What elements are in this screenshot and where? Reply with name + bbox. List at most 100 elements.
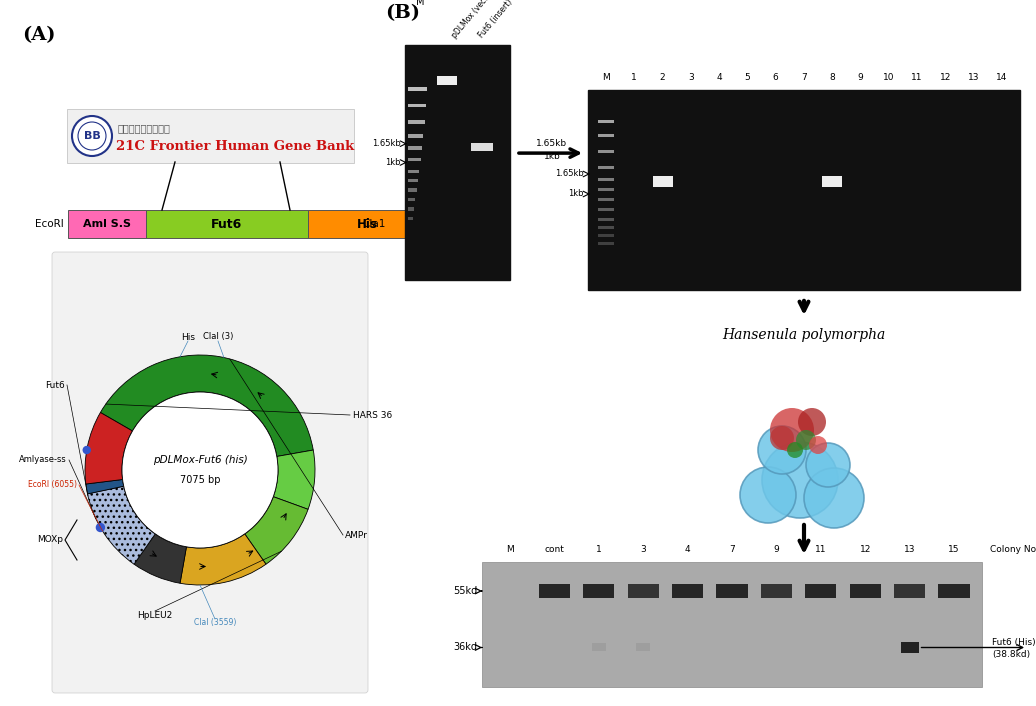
Circle shape <box>804 468 864 528</box>
Circle shape <box>758 426 806 474</box>
Text: 1kb: 1kb <box>569 189 584 198</box>
Text: 4: 4 <box>685 545 690 554</box>
Text: 9: 9 <box>858 73 863 82</box>
Text: EcoRI: EcoRI <box>35 219 64 229</box>
Circle shape <box>78 122 106 150</box>
Text: (B): (B) <box>385 4 420 22</box>
FancyBboxPatch shape <box>823 176 842 187</box>
Text: 13: 13 <box>968 73 979 82</box>
Circle shape <box>71 116 112 156</box>
FancyBboxPatch shape <box>471 143 493 151</box>
FancyBboxPatch shape <box>598 198 614 201</box>
Text: Aml S.S: Aml S.S <box>83 219 131 229</box>
Circle shape <box>787 442 803 458</box>
FancyBboxPatch shape <box>408 120 425 124</box>
Text: 7: 7 <box>801 73 807 82</box>
FancyBboxPatch shape <box>598 188 614 191</box>
Text: pDLMox (vector): pDLMox (vector) <box>450 0 497 40</box>
Circle shape <box>83 446 90 453</box>
Circle shape <box>96 524 105 532</box>
Text: 55kd: 55kd <box>453 586 477 596</box>
Text: Cla1: Cla1 <box>362 219 385 229</box>
Text: M: M <box>415 0 425 7</box>
FancyBboxPatch shape <box>900 642 919 653</box>
Wedge shape <box>85 412 133 484</box>
FancyBboxPatch shape <box>408 146 422 150</box>
FancyBboxPatch shape <box>437 76 457 85</box>
Circle shape <box>122 392 278 548</box>
Text: AMPr: AMPr <box>345 530 368 539</box>
FancyBboxPatch shape <box>598 234 614 237</box>
Circle shape <box>796 430 816 450</box>
FancyBboxPatch shape <box>598 178 614 181</box>
Text: Fut6: Fut6 <box>46 381 65 390</box>
Wedge shape <box>134 534 186 583</box>
Text: 11: 11 <box>815 545 827 554</box>
Wedge shape <box>87 486 155 564</box>
Circle shape <box>770 408 814 452</box>
Text: 15: 15 <box>948 545 959 554</box>
Text: M: M <box>602 73 610 82</box>
Text: 8: 8 <box>830 73 835 82</box>
FancyBboxPatch shape <box>592 643 606 651</box>
Text: 1kb: 1kb <box>385 158 401 167</box>
Text: 1kb: 1kb <box>544 152 560 160</box>
FancyBboxPatch shape <box>146 210 308 238</box>
FancyBboxPatch shape <box>583 584 614 598</box>
Text: pDLMox-Fut6 (his): pDLMox-Fut6 (his) <box>152 455 248 465</box>
FancyBboxPatch shape <box>636 643 651 651</box>
FancyBboxPatch shape <box>598 134 614 137</box>
FancyBboxPatch shape <box>588 90 1020 290</box>
Text: 1.65kb: 1.65kb <box>372 139 401 148</box>
Text: 3: 3 <box>688 73 694 82</box>
Text: cont: cont <box>545 545 565 554</box>
Text: Fut6 (His): Fut6 (His) <box>992 638 1036 647</box>
Wedge shape <box>180 534 266 585</box>
FancyBboxPatch shape <box>52 252 368 693</box>
FancyBboxPatch shape <box>598 242 614 245</box>
FancyBboxPatch shape <box>653 176 672 187</box>
Text: 7075 bp: 7075 bp <box>180 475 221 485</box>
FancyBboxPatch shape <box>68 210 146 238</box>
Wedge shape <box>274 450 315 509</box>
Circle shape <box>740 467 796 523</box>
Text: 1: 1 <box>631 73 637 82</box>
Text: BB: BB <box>84 131 100 141</box>
Wedge shape <box>244 497 308 564</box>
FancyBboxPatch shape <box>672 584 703 598</box>
Text: 9: 9 <box>774 545 779 554</box>
Text: 1.65kb: 1.65kb <box>537 138 568 148</box>
FancyBboxPatch shape <box>939 584 970 598</box>
FancyBboxPatch shape <box>308 210 426 238</box>
Text: 11: 11 <box>912 73 923 82</box>
Text: 36kd: 36kd <box>453 642 477 652</box>
FancyBboxPatch shape <box>539 584 570 598</box>
FancyBboxPatch shape <box>598 218 614 221</box>
Text: 13: 13 <box>903 545 916 554</box>
Text: 1.65kb: 1.65kb <box>555 169 584 179</box>
FancyBboxPatch shape <box>408 198 415 201</box>
Text: MOXp: MOXp <box>37 535 63 544</box>
Text: 21C Frontier Human Gene Bank: 21C Frontier Human Gene Bank <box>116 140 354 153</box>
Text: 한국생명공학연구원: 한국생명공학연구원 <box>118 123 171 133</box>
Text: 10: 10 <box>883 73 895 82</box>
FancyBboxPatch shape <box>805 584 836 598</box>
Text: HpLEU2: HpLEU2 <box>138 611 173 619</box>
Text: EcoRI (6055): EcoRI (6055) <box>28 481 77 489</box>
FancyBboxPatch shape <box>408 217 413 220</box>
FancyBboxPatch shape <box>408 104 426 107</box>
Text: HARS 36: HARS 36 <box>353 410 393 419</box>
FancyBboxPatch shape <box>408 207 414 210</box>
Text: 5: 5 <box>745 73 750 82</box>
Text: 7: 7 <box>729 545 735 554</box>
Text: 1: 1 <box>596 545 602 554</box>
FancyBboxPatch shape <box>408 169 419 173</box>
Text: 14: 14 <box>997 73 1008 82</box>
Text: 4: 4 <box>716 73 722 82</box>
Text: 6: 6 <box>773 73 779 82</box>
Text: ClaI (3559): ClaI (3559) <box>194 618 236 628</box>
Text: Hansenula polymorpha: Hansenula polymorpha <box>722 328 886 342</box>
FancyBboxPatch shape <box>405 45 510 280</box>
Circle shape <box>762 442 838 518</box>
Text: 2: 2 <box>660 73 665 82</box>
